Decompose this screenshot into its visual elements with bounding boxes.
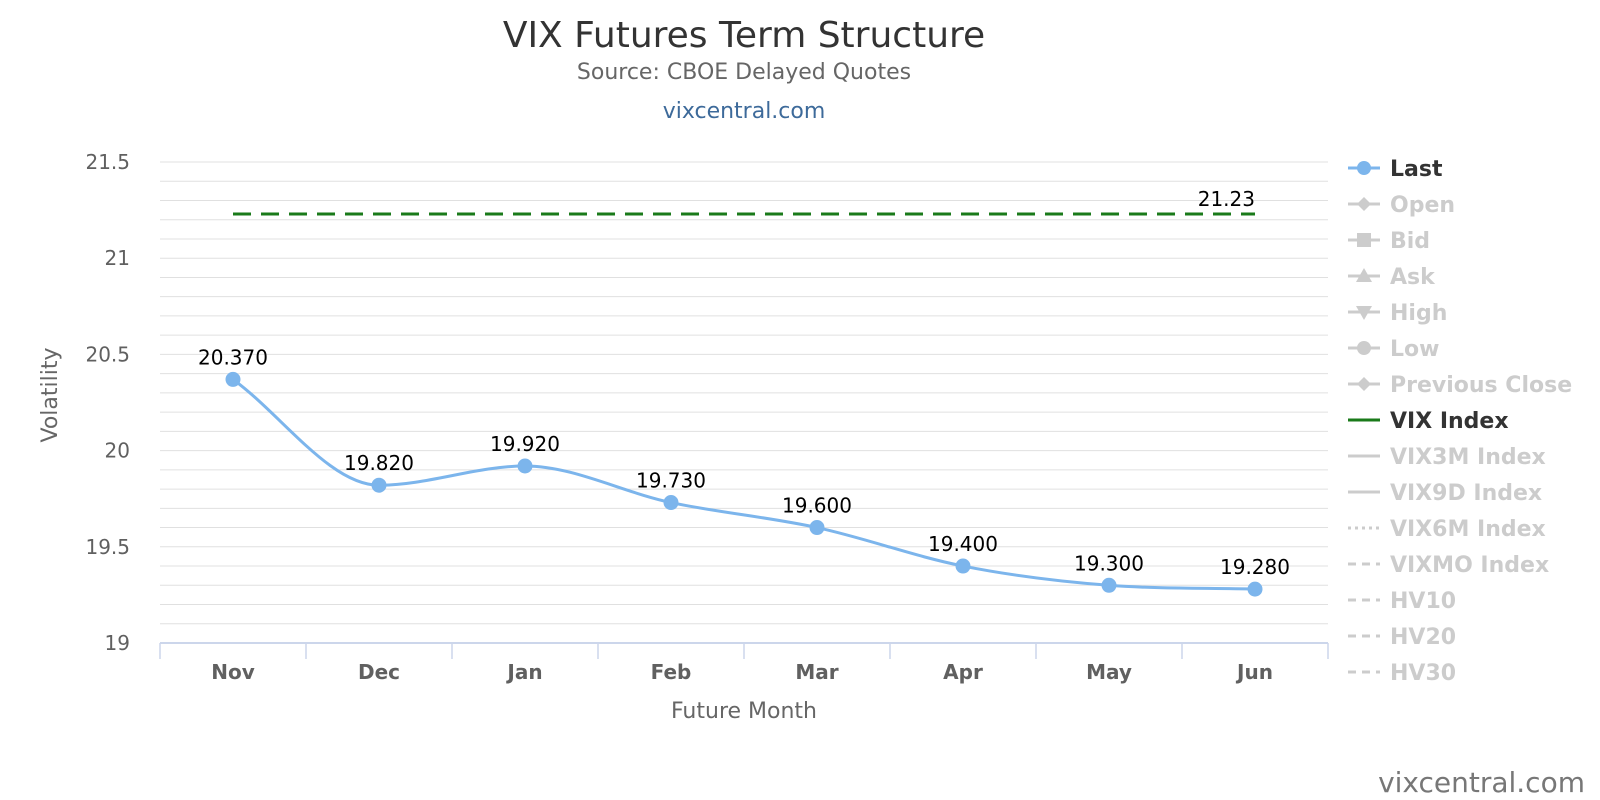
- last-series-point[interactable]: [225, 371, 241, 387]
- legend-item-open[interactable]: Open: [1348, 193, 1455, 218]
- legend-item-vix6m-index[interactable]: VIX6M Index: [1348, 517, 1546, 542]
- x-tick-label: Feb: [651, 660, 692, 684]
- last-series-point[interactable]: [371, 477, 387, 493]
- legend-item-previous-close[interactable]: Previous Close: [1348, 373, 1572, 398]
- legend-circle-icon: [1357, 161, 1371, 175]
- legend-item-ask[interactable]: Ask: [1348, 265, 1436, 290]
- legend-item-vixmo-index[interactable]: VIXMO Index: [1348, 553, 1549, 578]
- y-tick-label: 21: [105, 246, 130, 270]
- legend-label: Last: [1390, 157, 1443, 182]
- last-data-label: 19.300: [1074, 551, 1144, 575]
- legend-item-bid[interactable]: Bid: [1348, 229, 1430, 254]
- legend-label: Ask: [1390, 265, 1436, 290]
- legend-triangle-down-icon: [1356, 306, 1372, 320]
- legend-label: VIXMO Index: [1390, 553, 1549, 578]
- legend-label: HV20: [1390, 625, 1456, 650]
- y-tick-label: 21.5: [85, 150, 130, 174]
- legend-circle-icon: [1357, 341, 1371, 355]
- x-tick-label: Apr: [943, 660, 983, 684]
- last-data-label: 19.400: [928, 532, 998, 556]
- legend-item-hv20[interactable]: HV20: [1348, 625, 1456, 650]
- chart-title: VIX Futures Term Structure: [503, 15, 985, 56]
- last-series-point[interactable]: [955, 558, 971, 574]
- x-axis: [159, 642, 1329, 659]
- y-axis-ticks: 19 19.5 20 20.5 21 21.5: [85, 150, 130, 655]
- x-axis-ticks: Nov Dec Jan Feb Mar Apr May Jun: [211, 660, 1273, 684]
- last-data-label: 19.280: [1220, 555, 1290, 579]
- last-series-point[interactable]: [663, 495, 679, 511]
- legend-label: Previous Close: [1390, 373, 1572, 398]
- last-data-label: 19.920: [490, 432, 560, 456]
- last-series-line: [232, 378, 1256, 591]
- chart-subtitle: Source: CBOE Delayed Quotes: [577, 60, 911, 85]
- data-labels: 21.23 20.370 19.820 19.920 19.730 19.600 19.40…: [198, 187, 1290, 579]
- grid-lines: [160, 161, 1328, 625]
- legend-label: VIX Index: [1390, 409, 1509, 434]
- y-tick-label: 19: [105, 631, 130, 655]
- legend-triangle-icon: [1356, 268, 1372, 282]
- x-tick-label: Jun: [1235, 660, 1273, 684]
- legend-item-low[interactable]: Low: [1348, 337, 1439, 362]
- y-tick-label: 20.5: [85, 342, 130, 366]
- legend-label: VIX3M Index: [1390, 445, 1546, 470]
- last-series-point[interactable]: [517, 458, 533, 474]
- last-data-label: 19.730: [636, 469, 706, 493]
- watermark: vixcentral.com: [1378, 766, 1585, 799]
- legend-label: HV30: [1390, 661, 1456, 686]
- last-data-label: 19.820: [344, 451, 414, 475]
- x-tick-label: Nov: [211, 660, 255, 684]
- legend-label: Open: [1390, 193, 1455, 218]
- x-tick-label: Jan: [505, 660, 542, 684]
- legend-item-vix9d-index[interactable]: VIX9D Index: [1348, 481, 1542, 506]
- legend-label: Low: [1390, 337, 1439, 362]
- x-tick-label: Dec: [358, 660, 400, 684]
- legend-label: HV10: [1390, 589, 1456, 614]
- y-axis-title: Volatility: [38, 347, 63, 442]
- last-data-label: 20.370: [198, 345, 268, 369]
- legend-item-vix-index[interactable]: VIX Index: [1348, 409, 1509, 434]
- x-tick-label: May: [1086, 660, 1132, 684]
- legend: Last Open Bid Ask High Low Previous Close VIX I…: [1348, 157, 1572, 686]
- site-link[interactable]: vixcentral.com: [663, 99, 826, 124]
- legend-label: VIX6M Index: [1390, 517, 1546, 542]
- legend-square-icon: [1357, 233, 1371, 247]
- legend-label: VIX9D Index: [1390, 481, 1542, 506]
- legend-item-hv30[interactable]: HV30: [1348, 661, 1456, 686]
- vix-index-value-label: 21.23: [1198, 187, 1255, 211]
- last-series-point[interactable]: [809, 520, 825, 536]
- legend-item-high[interactable]: High: [1348, 301, 1447, 326]
- y-tick-label: 20: [105, 439, 130, 463]
- last-data-label: 19.600: [782, 494, 852, 518]
- last-series-point[interactable]: [1247, 581, 1263, 597]
- legend-item-hv10[interactable]: HV10: [1348, 589, 1456, 614]
- legend-diamond-icon: [1357, 377, 1371, 391]
- legend-diamond-icon: [1357, 197, 1371, 211]
- legend-item-vix3m-index[interactable]: VIX3M Index: [1348, 445, 1546, 470]
- legend-item-last[interactable]: Last: [1348, 157, 1443, 182]
- legend-label: High: [1390, 301, 1447, 326]
- y-tick-label: 19.5: [85, 535, 130, 559]
- series-layer: [225, 212, 1263, 597]
- x-axis-title: Future Month: [671, 699, 817, 724]
- last-series-point[interactable]: [1101, 577, 1117, 593]
- x-tick-label: Mar: [795, 660, 838, 684]
- legend-label: Bid: [1390, 229, 1430, 254]
